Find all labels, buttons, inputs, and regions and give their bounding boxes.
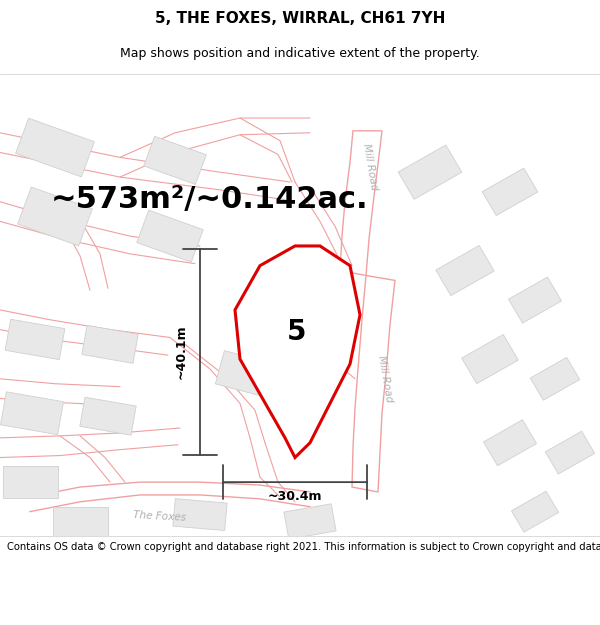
Text: Mill Road: Mill Road: [361, 143, 379, 191]
Polygon shape: [173, 499, 227, 531]
Polygon shape: [284, 504, 336, 539]
Polygon shape: [17, 187, 92, 246]
Polygon shape: [509, 277, 562, 323]
Polygon shape: [5, 319, 65, 359]
Polygon shape: [398, 145, 462, 199]
Polygon shape: [215, 351, 275, 397]
Polygon shape: [462, 334, 518, 384]
Text: The Foxes: The Foxes: [133, 510, 187, 523]
Text: 5: 5: [286, 318, 306, 346]
Text: ~30.4m: ~30.4m: [268, 490, 322, 503]
Text: ~40.1m: ~40.1m: [175, 324, 188, 379]
Polygon shape: [436, 246, 494, 296]
Text: Mill Road: Mill Road: [376, 354, 394, 403]
Polygon shape: [137, 210, 203, 262]
Text: Contains OS data © Crown copyright and database right 2021. This information is : Contains OS data © Crown copyright and d…: [7, 542, 600, 552]
Text: ~573m²/~0.142ac.: ~573m²/~0.142ac.: [51, 185, 369, 214]
Polygon shape: [511, 491, 559, 532]
Polygon shape: [235, 246, 360, 458]
Polygon shape: [352, 276, 395, 492]
Text: 5, THE FOXES, WIRRAL, CH61 7YH: 5, THE FOXES, WIRRAL, CH61 7YH: [155, 11, 445, 26]
Polygon shape: [340, 131, 382, 276]
Polygon shape: [143, 136, 206, 184]
Polygon shape: [1, 392, 64, 434]
Polygon shape: [80, 398, 136, 435]
Polygon shape: [545, 431, 595, 474]
Polygon shape: [16, 118, 94, 177]
Polygon shape: [82, 326, 138, 363]
Polygon shape: [530, 357, 580, 400]
Text: Map shows position and indicative extent of the property.: Map shows position and indicative extent…: [120, 47, 480, 59]
Polygon shape: [2, 466, 58, 498]
Polygon shape: [482, 168, 538, 216]
Polygon shape: [484, 420, 536, 466]
Polygon shape: [53, 507, 107, 536]
